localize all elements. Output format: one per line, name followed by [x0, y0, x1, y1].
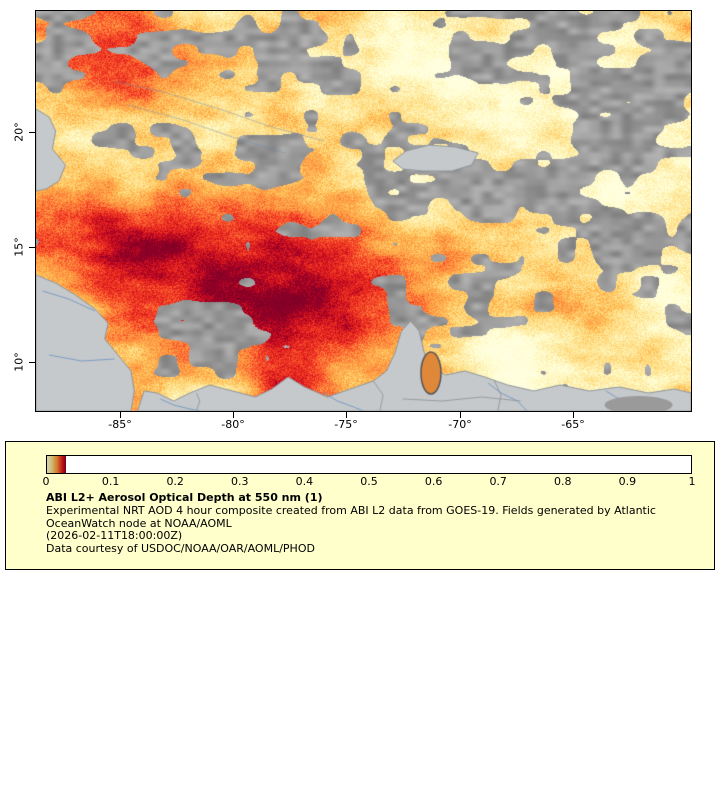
colorbar-cell: [61, 456, 62, 473]
x-tick-mark: [460, 412, 461, 418]
x-tick-label: -65°: [561, 418, 585, 431]
colorbar-tick-label: 0.7: [489, 475, 507, 488]
colorbar-cell: [64, 456, 65, 473]
colorbar-cell: [56, 456, 57, 473]
legend-timestamp: (2026-02-11T18:00:00Z): [46, 529, 183, 543]
y-tick-mark: [29, 132, 35, 133]
x-tick-label: -85°: [108, 418, 132, 431]
colorbar-cell: [54, 456, 55, 473]
colorbar-tick-label: 0.4: [295, 475, 314, 488]
colorbar-cell: [65, 456, 66, 473]
colorbar-cell: [62, 456, 63, 473]
colorbar-cell: [52, 456, 53, 473]
colorbar-cell: [51, 456, 52, 473]
aod-map: [35, 10, 692, 412]
legend-courtesy: Data courtesy of USDOC/NOAA/OAR/AOML/PHO…: [46, 542, 315, 555]
colorbar-cell: [47, 456, 48, 473]
colorbar-ticks: 0 0.1 0.2 0.3 0.4 0.5 0.6 0.7 0.8 0.9 1: [42, 475, 696, 489]
colorbar-cell: [50, 456, 51, 473]
y-tick-mark: [29, 362, 35, 363]
colorbar-tick-label: 0.8: [554, 475, 572, 488]
colorbar-cell: [57, 456, 58, 473]
colorbar-cell: [49, 456, 50, 473]
colorbar-cell: [53, 456, 54, 473]
aod-map-canvas: [36, 11, 691, 411]
colorbar-tick-label: 0.2: [166, 475, 184, 488]
colorbar-tick-label: 0: [42, 475, 50, 488]
colorbar-cell: [63, 456, 64, 473]
legend-title: ABI L2+ Aerosol Optical Depth at 550 nm …: [46, 491, 323, 504]
colorbar-tick-label: 0.6: [424, 475, 443, 488]
y-tick-label: 10°: [12, 352, 26, 372]
colorbar-cell: [58, 456, 59, 473]
colorbar-cell: [60, 456, 61, 473]
colorbar-cell: [59, 456, 60, 473]
colorbar-gradient: [46, 455, 692, 474]
legend-text-block: ABI L2+ Aerosol Optical Depth at 550 nm …: [46, 491, 692, 556]
x-tick-mark: [573, 412, 574, 418]
y-tick-label: 15°: [12, 237, 26, 257]
x-tick-label: -80°: [221, 418, 245, 431]
x-tick-label: -70°: [448, 418, 472, 431]
x-tick-mark: [233, 412, 234, 418]
colorbar-tick-label: 0.5: [360, 475, 378, 488]
colorbar-tick-label: 0.9: [618, 475, 637, 488]
colorbar-tick-label: 1: [688, 475, 696, 488]
colorbar-tick-label: 0.1: [101, 475, 120, 488]
x-tick-mark: [120, 412, 121, 418]
colorbar-cell: [55, 456, 56, 473]
y-tick-label: 20°: [12, 122, 26, 142]
x-tick-mark: [346, 412, 347, 418]
colorbar-cell: [48, 456, 49, 473]
legend-description-line: Experimental NRT AOD 4 hour composite cr…: [46, 503, 656, 517]
colorbar-tick-label: 0.3: [231, 475, 249, 488]
y-tick-mark: [29, 247, 35, 248]
legend-description-line: OceanWatch node at NOAA/AOML: [46, 516, 232, 530]
legend-panel: 0 0.1 0.2 0.3 0.4 0.5 0.6 0.7 0.8 0.9 1 …: [5, 441, 715, 570]
x-tick-label: -75°: [334, 418, 358, 431]
aod-figure: 20° 15° 10° -85° -80° -75° -70° -65°: [12, 10, 692, 431]
